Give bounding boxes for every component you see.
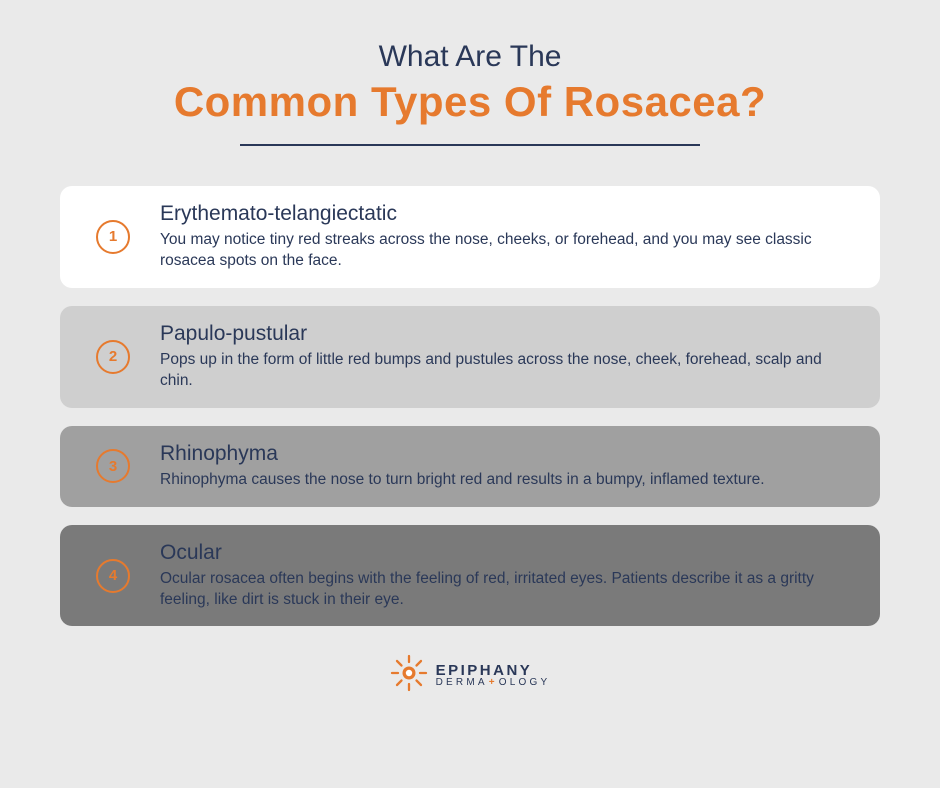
card-desc-3: Rhinophyma causes the nose to turn brigh…	[160, 470, 854, 491]
card-3: 3 Rhinophyma Rhinophyma causes the nose …	[60, 426, 880, 507]
logo-brand-bottom: DERMA+OLOGY	[436, 678, 551, 688]
logo-text: EPIPHANY DERMA+OLOGY	[436, 663, 551, 688]
logo: EPIPHANY DERMA+OLOGY	[390, 654, 551, 697]
card-heading-1: Erythemato-telangiectatic	[160, 202, 854, 226]
card-2: 2 Papulo-pustular Pops up in the form of…	[60, 306, 880, 408]
logo-plus-icon: +	[488, 678, 499, 688]
card-content-2: Papulo-pustular Pops up in the form of l…	[160, 322, 854, 392]
card-1: 1 Erythemato-telangiectatic You may noti…	[60, 186, 880, 288]
card-number-4: 4	[96, 559, 130, 593]
title-main: Common Types Of Rosacea?	[174, 78, 766, 126]
card-content-4: Ocular Ocular rosacea often begins with …	[160, 541, 854, 611]
card-desc-4: Ocular rosacea often begins with the fee…	[160, 569, 854, 611]
cards-container: 1 Erythemato-telangiectatic You may noti…	[60, 186, 880, 626]
card-4: 4 Ocular Ocular rosacea often begins wit…	[60, 525, 880, 627]
card-desc-2: Pops up in the form of little red bumps …	[160, 350, 854, 392]
card-number-1: 1	[96, 220, 130, 254]
logo-brand-top: EPIPHANY	[436, 663, 551, 678]
sun-icon	[390, 654, 428, 697]
card-number-3: 3	[96, 449, 130, 483]
card-heading-2: Papulo-pustular	[160, 322, 854, 346]
logo-bot-post: OLOGY	[499, 678, 551, 688]
card-heading-4: Ocular	[160, 541, 854, 565]
card-desc-1: You may notice tiny red streaks across t…	[160, 230, 854, 272]
divider	[240, 144, 700, 146]
title-pre: What Are The	[379, 40, 562, 74]
card-number-2: 2	[96, 340, 130, 374]
card-content-1: Erythemato-telangiectatic You may notice…	[160, 202, 854, 272]
card-content-3: Rhinophyma Rhinophyma causes the nose to…	[160, 442, 854, 491]
card-heading-3: Rhinophyma	[160, 442, 854, 466]
logo-bot-pre: DERMA	[436, 678, 488, 688]
